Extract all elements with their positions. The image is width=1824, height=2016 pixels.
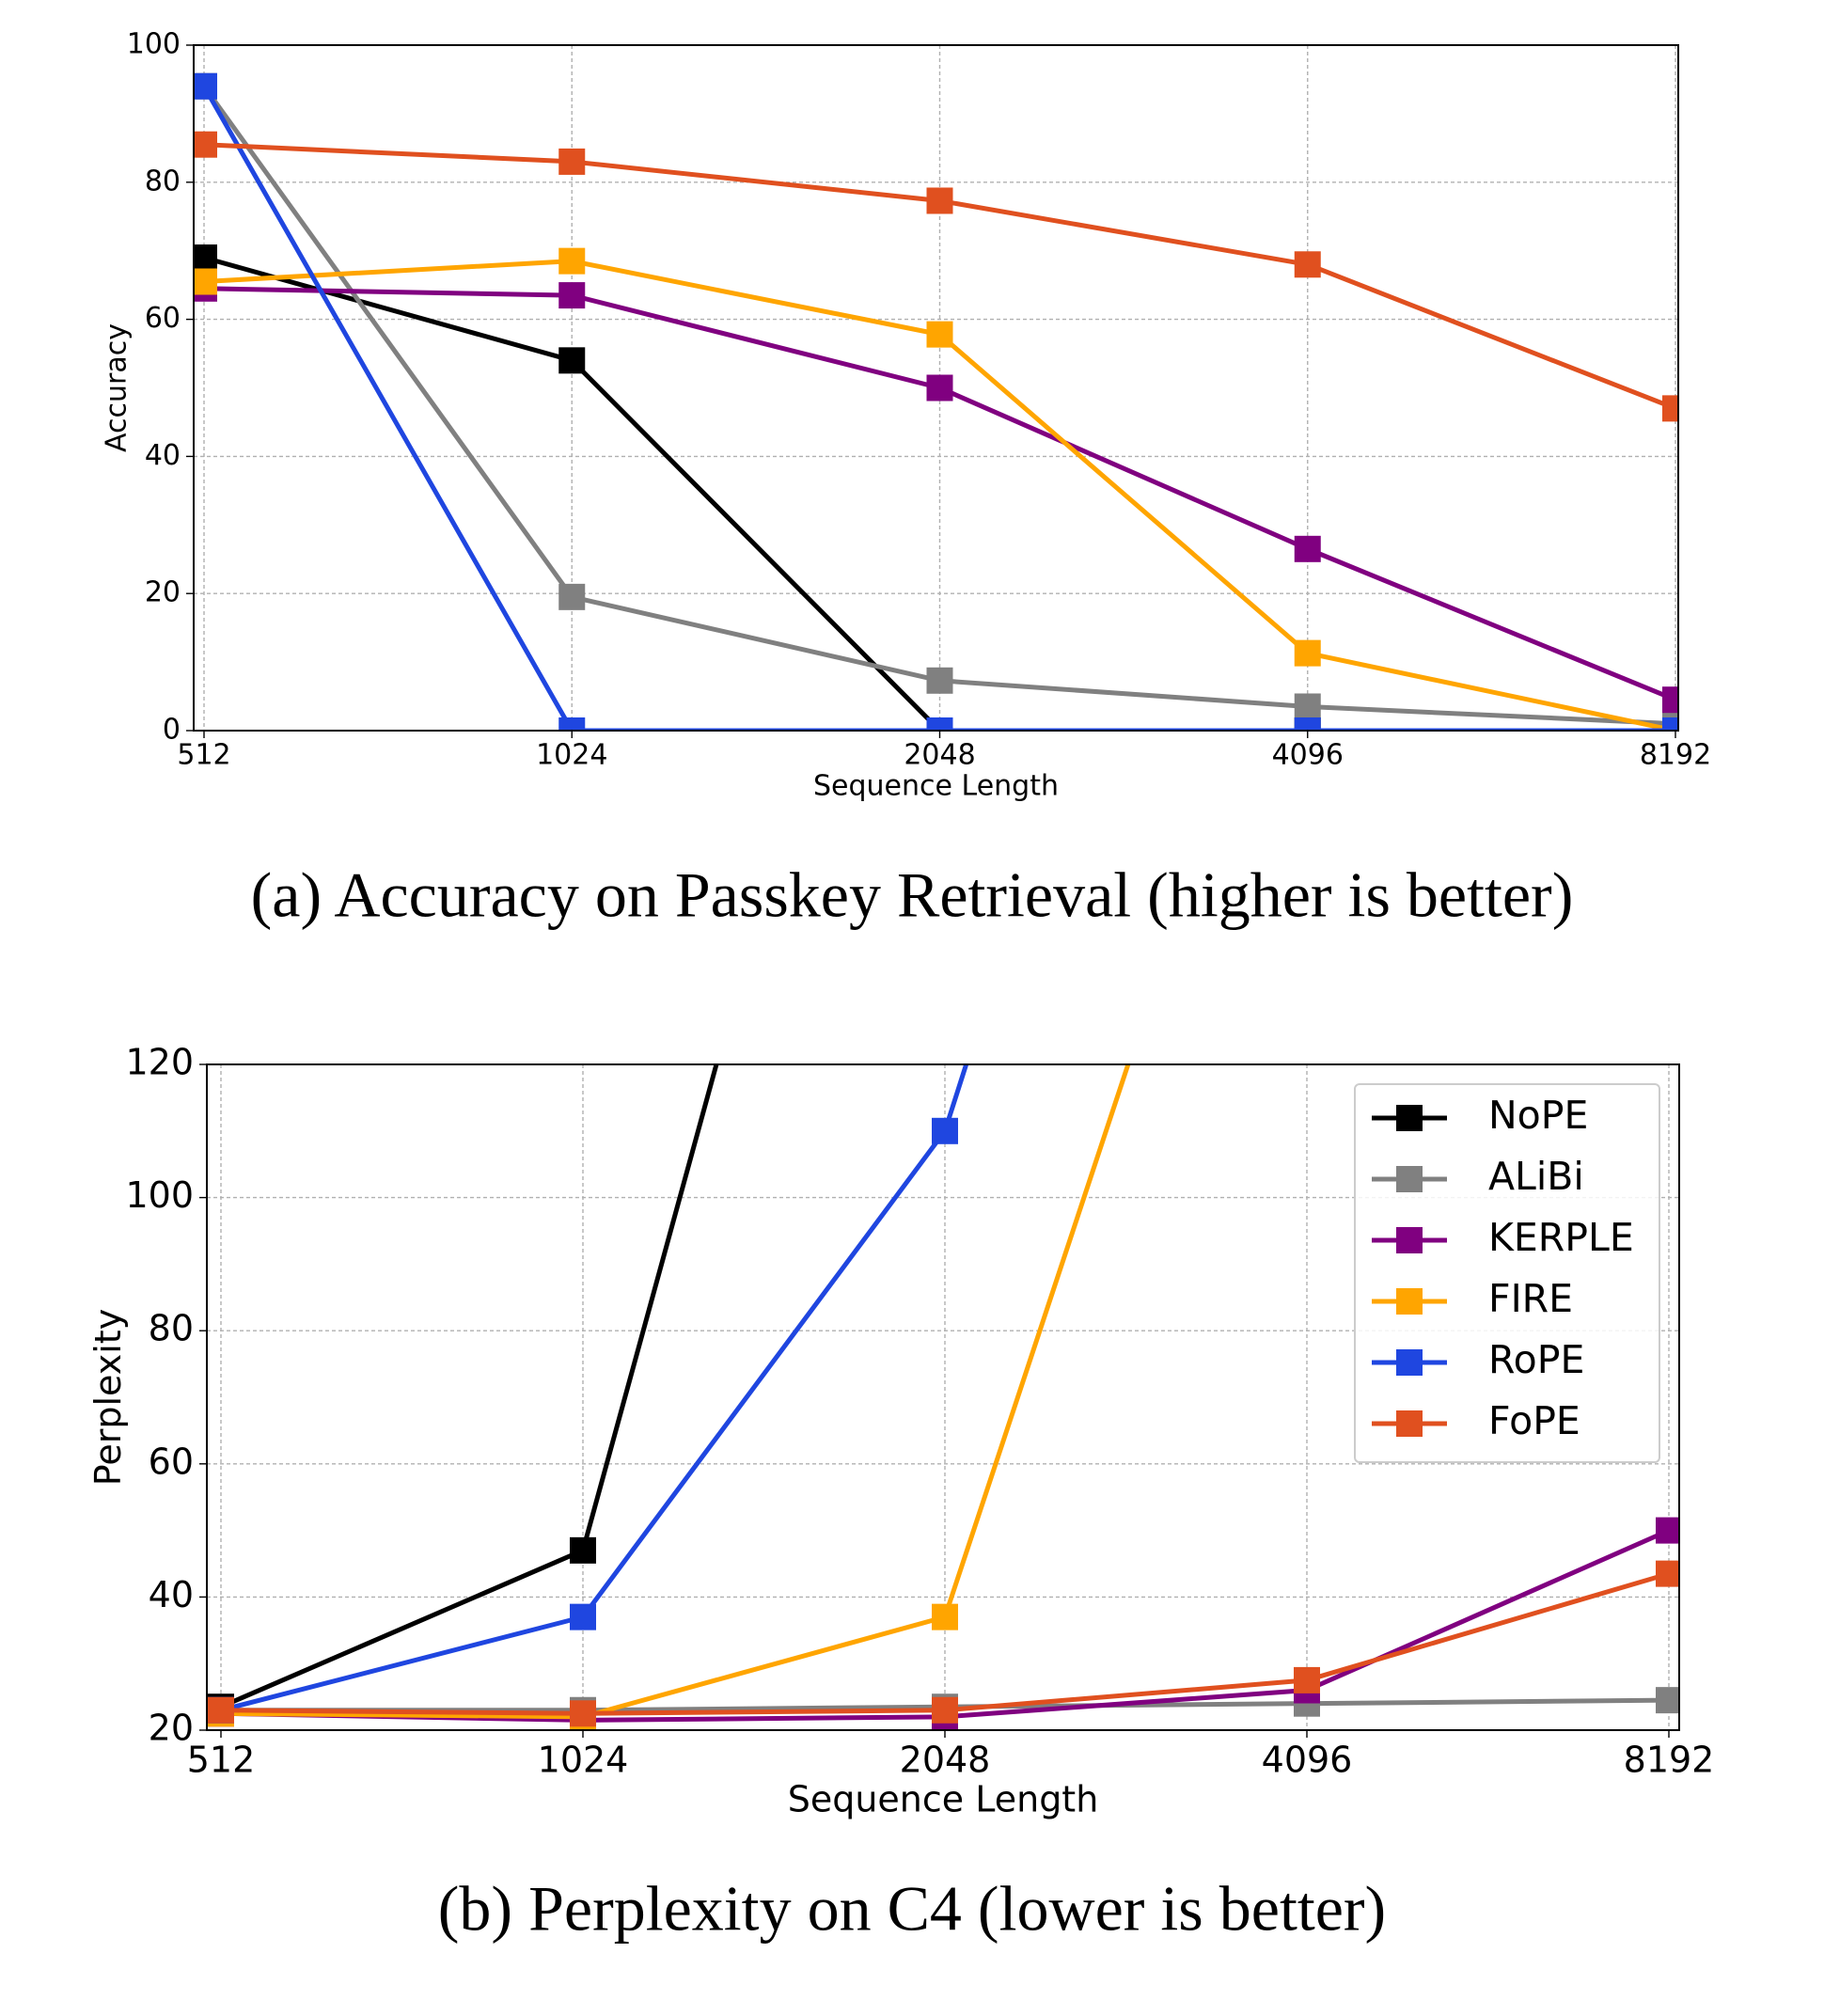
series-line xyxy=(201,85,1675,731)
y-axis-label: Perplexity xyxy=(87,1309,129,1486)
point-marker xyxy=(926,321,953,348)
point-marker xyxy=(558,583,586,610)
legend-marker xyxy=(1396,1166,1423,1192)
point-marker xyxy=(194,244,217,271)
legend-marker xyxy=(1396,1349,1423,1376)
x-tick-label: 1024 xyxy=(536,739,607,772)
legend-label: KERPLE xyxy=(1488,1215,1634,1260)
point-marker xyxy=(558,282,586,309)
x-axis-label: Sequence Length xyxy=(813,770,1059,803)
x-tick-label: 2048 xyxy=(900,1740,991,1781)
point-marker xyxy=(1294,512,1320,539)
point-marker xyxy=(932,219,958,245)
y-tick-label: 120 xyxy=(125,1042,194,1083)
point-marker xyxy=(558,247,586,275)
point-marker xyxy=(570,1603,596,1630)
point-marker xyxy=(194,72,217,100)
x-tick-label: 1024 xyxy=(538,1740,629,1781)
point-marker xyxy=(558,347,586,374)
x-axis-label: Sequence Length xyxy=(788,1779,1099,1820)
x-tick-label: 4096 xyxy=(1272,739,1344,772)
point-marker xyxy=(932,1696,958,1724)
legend-label: FIRE xyxy=(1488,1276,1573,1321)
legend-marker xyxy=(1396,1227,1423,1253)
caption: (a) Accuracy on Passkey Retrieval (highe… xyxy=(251,859,1574,931)
point-marker xyxy=(926,667,953,694)
point-marker xyxy=(194,268,217,295)
y-axis-label: Accuracy xyxy=(101,323,134,452)
point-marker xyxy=(194,131,217,158)
x-tick-label: 512 xyxy=(187,1740,256,1781)
x-tick-label: 2048 xyxy=(904,739,975,772)
plot-area xyxy=(208,0,1679,1730)
chart: 20 40 60 80 100 120 512 1024 2048 4096 8192 Sequenc… xyxy=(87,0,1715,1945)
point-marker xyxy=(1656,1517,1679,1544)
y-tick-label: 40 xyxy=(145,439,181,472)
point-marker xyxy=(1662,717,1678,731)
point-marker xyxy=(1662,395,1678,422)
x-tick-label: 8192 xyxy=(1640,739,1711,772)
y-tick-label: 100 xyxy=(125,1174,194,1216)
point-marker xyxy=(1294,717,1321,731)
y-tick-label: 40 xyxy=(149,1574,194,1615)
point-marker xyxy=(570,1536,596,1564)
legend-marker xyxy=(1396,1410,1423,1437)
point-marker xyxy=(1656,1560,1679,1587)
point-marker xyxy=(1294,693,1321,720)
legend-marker xyxy=(1396,1288,1423,1315)
point-marker xyxy=(1294,1666,1320,1693)
legend-label: FoPE xyxy=(1488,1398,1580,1443)
point-marker xyxy=(926,187,953,214)
point-marker xyxy=(1294,0,1320,12)
point-marker xyxy=(1662,686,1678,714)
y-tick-label: 20 xyxy=(149,1708,194,1749)
point-marker xyxy=(558,717,586,731)
legend-label: ALiBi xyxy=(1488,1154,1584,1199)
x-tick-label: 4096 xyxy=(1262,1740,1353,1781)
caption: (b) Perplexity on C4 (lower is better) xyxy=(438,1873,1386,1945)
chart: 0 20 40 60 80 100 512 1024 2048 4096 8192 Sequence … xyxy=(101,28,1712,931)
series-line xyxy=(220,1064,969,1713)
plot-frame xyxy=(193,44,1679,732)
y-tick-label: 60 xyxy=(149,1441,194,1482)
y-tick-label: 60 xyxy=(145,302,181,335)
y-tick-label: 80 xyxy=(149,1308,194,1349)
point-marker xyxy=(932,1117,958,1144)
point-marker xyxy=(558,148,586,175)
legend-marker xyxy=(1396,1105,1423,1131)
legend-label: NoPE xyxy=(1488,1093,1588,1138)
point-marker xyxy=(1294,535,1321,562)
plot-frame xyxy=(206,1063,1680,1731)
x-tick-label: 8192 xyxy=(1624,1740,1715,1781)
y-tick-label: 20 xyxy=(145,576,181,609)
x-tick-label: 512 xyxy=(177,739,230,772)
point-marker xyxy=(926,717,953,731)
point-marker xyxy=(1294,639,1321,667)
point-marker xyxy=(932,1603,958,1630)
point-marker xyxy=(208,1696,234,1724)
y-tick-label: 0 xyxy=(163,714,181,747)
series-line xyxy=(220,1064,1131,1720)
point-marker xyxy=(570,1700,596,1727)
series-line xyxy=(220,1064,719,1709)
point-marker xyxy=(1294,251,1321,278)
y-tick-label: 80 xyxy=(145,165,181,197)
legend-label: RoPE xyxy=(1488,1337,1584,1382)
point-marker xyxy=(926,374,953,402)
plot-area xyxy=(194,72,1678,731)
point-marker xyxy=(1656,1687,1679,1714)
y-tick-label: 100 xyxy=(127,28,181,61)
series-line xyxy=(203,255,1675,731)
